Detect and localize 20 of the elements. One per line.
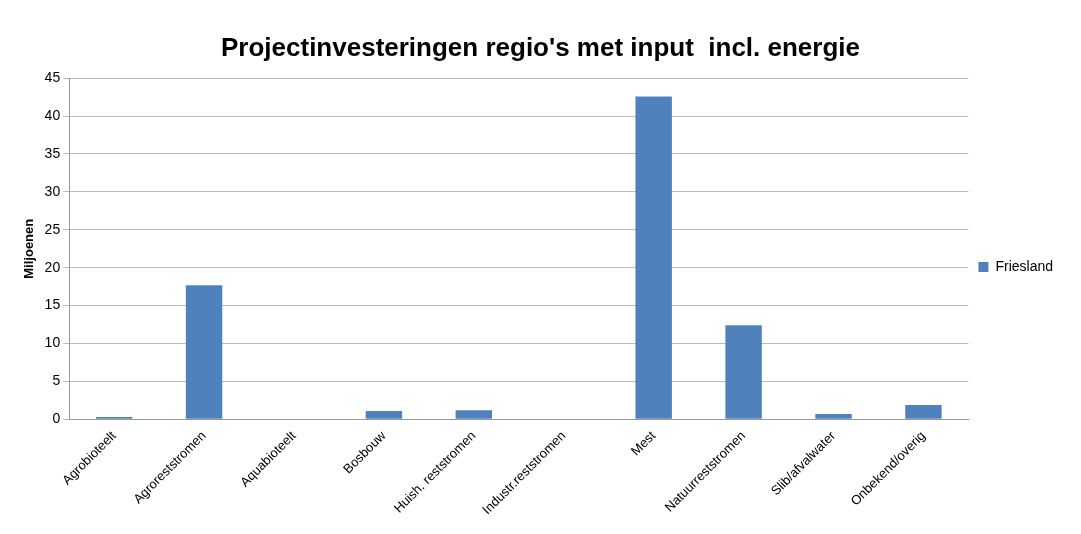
y-tick-label: 5 xyxy=(52,372,61,389)
bar xyxy=(455,410,493,419)
y-tick-label: 35 xyxy=(44,144,61,161)
y-tick-label: 45 xyxy=(44,69,61,86)
y-tick-label: 40 xyxy=(44,106,61,123)
y-tick-label: 15 xyxy=(44,296,61,313)
bar xyxy=(815,413,852,419)
chart-title: Projectinvesteringen regio's met input incl. energie xyxy=(220,31,861,62)
y-tick-label: 0 xyxy=(52,410,61,427)
legend-label: Friesland xyxy=(995,257,1054,274)
y-tick-label: 10 xyxy=(44,334,61,351)
bar xyxy=(635,96,672,419)
bar xyxy=(365,410,403,419)
y-axis-title: Miljoenen xyxy=(21,218,37,279)
y-tick-label: 25 xyxy=(44,220,61,237)
y-tick-label: 20 xyxy=(44,258,61,275)
bar xyxy=(905,404,942,419)
y-tick-label: 30 xyxy=(44,182,61,199)
bar xyxy=(725,325,762,419)
bar xyxy=(185,285,223,419)
